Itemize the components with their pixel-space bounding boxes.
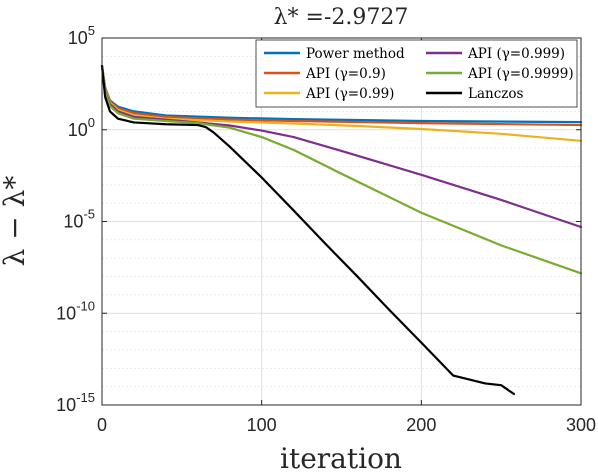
y-axis-label: λ − λ* xyxy=(0,176,31,267)
legend-label: API (γ=0.9) xyxy=(305,66,386,82)
x-tick-label: 100 xyxy=(247,415,277,435)
x-tick-label: 200 xyxy=(406,415,436,435)
legend: Power method API (γ=0.9) API (γ=0.99) API (… xyxy=(255,39,578,108)
x-tick-label: 0 xyxy=(97,415,107,435)
x-axis-label: iteration xyxy=(280,442,402,470)
series-line-5 xyxy=(100,64,583,275)
chart-title: λ* =-2.9727 xyxy=(274,5,409,30)
axis-ticks: 0 100 200 300 105 100 10-5 10-10 10-15 xyxy=(56,23,596,435)
series-line-4 xyxy=(100,64,583,229)
legend-label: API (γ=0.9999) xyxy=(467,66,574,82)
legend-label: Power method xyxy=(306,46,405,62)
y-tick-label: 100 xyxy=(68,115,95,140)
y-tick-label: 10-15 xyxy=(56,390,95,415)
legend-box xyxy=(255,39,578,108)
legend-label: API (γ=0.999) xyxy=(467,46,565,62)
series-line-6 xyxy=(100,64,516,396)
y-tick-label: 105 xyxy=(68,23,95,48)
series-lines xyxy=(100,64,583,396)
x-tick-label: 300 xyxy=(566,415,596,435)
legend-label: API (γ=0.99) xyxy=(305,86,394,102)
y-tick-label: 10-5 xyxy=(63,207,95,232)
y-tick-label: 10-10 xyxy=(56,298,95,323)
legend-label: Lanczos xyxy=(468,86,524,102)
